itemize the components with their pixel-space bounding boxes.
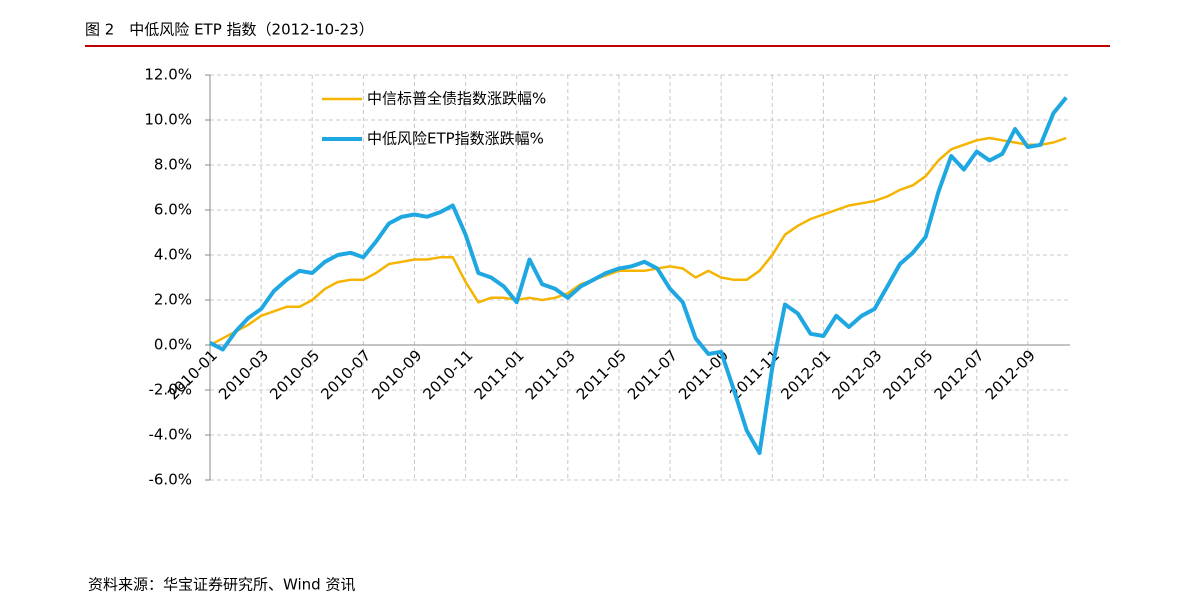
y-tick-label: 8.0%	[154, 156, 192, 174]
y-tick-label: 6.0%	[154, 201, 192, 219]
y-tick-label: -4.0%	[148, 426, 192, 444]
series-line	[209, 96, 1068, 455]
x-tick-label: 2012-07	[931, 346, 988, 403]
x-tick-label: 2010-05	[266, 346, 323, 403]
x-tick-label: 2010-09	[368, 346, 425, 403]
y-tick-label: 12.0%	[144, 66, 192, 84]
y-tick-label: -6.0%	[148, 471, 192, 489]
y-tick-label: 10.0%	[144, 111, 192, 129]
x-tick-label: 2010-01	[164, 346, 221, 403]
x-tick-label: 2012-03	[828, 346, 885, 403]
x-tick-label: 2012-05	[880, 346, 937, 403]
y-tick-label: -2.0%	[148, 381, 192, 399]
x-tick-label: 2011-07	[624, 346, 681, 403]
y-tick-label: 0.0%	[154, 336, 192, 354]
x-tick-label: 2010-03	[215, 346, 272, 403]
x-tick-label: 2012-01	[777, 346, 834, 403]
x-tick-label: 2011-05	[573, 346, 630, 403]
x-tick-label: 2010-11	[420, 346, 477, 403]
x-tick-label: 2011-01	[471, 346, 528, 403]
x-tick-label: 2012-09	[982, 346, 1039, 403]
x-tick-label: 2010-07	[317, 346, 374, 403]
y-tick-label: 4.0%	[154, 246, 192, 264]
chart-title: 图 2 中低风险 ETP 指数（2012-10-23）	[85, 21, 374, 39]
legend-label: 中低风险ETP指数涨跌幅%	[367, 130, 544, 148]
source-note: 资料来源：华宝证券研究所、Wind 资讯	[88, 576, 355, 594]
series-line	[209, 136, 1067, 347]
y-tick-label: 2.0%	[154, 291, 192, 309]
x-tick-label: 2011-03	[522, 346, 579, 403]
legend-label: 中信标普全债指数涨跌幅%	[367, 90, 546, 108]
